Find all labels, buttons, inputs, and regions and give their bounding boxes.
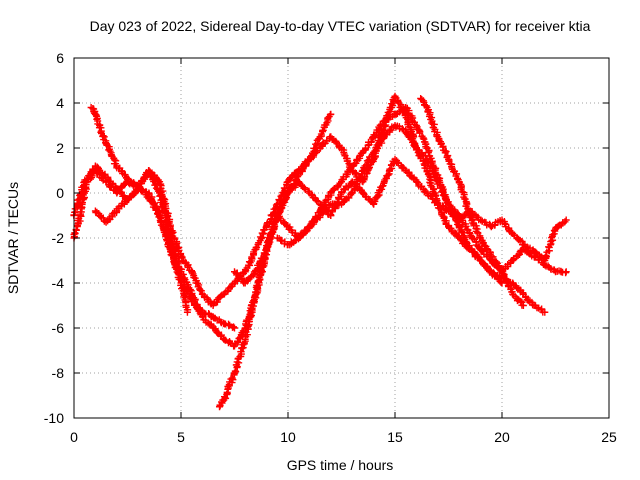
data-point bbox=[441, 195, 449, 203]
series-track-9 bbox=[417, 95, 527, 309]
data-point bbox=[398, 125, 406, 133]
y-tick-label: 4 bbox=[56, 95, 64, 111]
data-point bbox=[412, 122, 420, 129]
data-point bbox=[231, 367, 239, 375]
data-point bbox=[257, 235, 265, 243]
data-point bbox=[562, 268, 570, 276]
data-point bbox=[541, 308, 549, 316]
y-tick-label: -2 bbox=[52, 230, 65, 246]
x-tick-label: 5 bbox=[177, 429, 185, 445]
y-axis-label: SDTVAR / TECUs bbox=[5, 182, 21, 294]
data-point bbox=[517, 297, 525, 305]
data-point bbox=[542, 252, 550, 260]
data-point bbox=[393, 158, 401, 166]
x-tick-label: 0 bbox=[70, 429, 78, 445]
x-tick-label: 15 bbox=[387, 429, 403, 445]
data-point bbox=[462, 238, 470, 246]
x-tick-label: 10 bbox=[280, 429, 296, 445]
data-points bbox=[70, 92, 570, 411]
data-point bbox=[230, 323, 238, 331]
y-tick-label: -6 bbox=[52, 320, 65, 336]
data-point bbox=[386, 127, 394, 135]
y-tick-label: -10 bbox=[44, 410, 64, 426]
chart-title: Day 023 of 2022, Sidereal Day-to-day VTE… bbox=[90, 18, 591, 34]
data-point bbox=[364, 157, 372, 165]
data-point bbox=[327, 110, 335, 118]
data-point bbox=[296, 231, 304, 239]
data-point bbox=[547, 265, 555, 273]
data-point bbox=[183, 308, 191, 316]
data-point bbox=[231, 324, 238, 332]
data-point bbox=[442, 148, 450, 156]
data-point bbox=[477, 216, 485, 224]
grid bbox=[74, 58, 609, 418]
data-point bbox=[313, 197, 321, 205]
data-point bbox=[222, 394, 230, 402]
data-point bbox=[248, 302, 256, 310]
data-point bbox=[83, 176, 91, 184]
y-tick-label: 0 bbox=[56, 185, 64, 201]
y-tick-label: -4 bbox=[52, 275, 65, 291]
x-tick-label: 20 bbox=[494, 429, 510, 445]
data-point bbox=[170, 259, 178, 267]
data-point bbox=[168, 249, 176, 257]
data-point bbox=[519, 302, 527, 309]
data-point bbox=[163, 235, 171, 243]
data-point bbox=[237, 348, 245, 356]
data-point bbox=[261, 250, 269, 258]
data-point bbox=[357, 173, 365, 181]
data-point bbox=[441, 205, 449, 213]
series-track-4 bbox=[91, 184, 192, 316]
data-point bbox=[294, 172, 302, 180]
data-point bbox=[479, 259, 487, 267]
data-point bbox=[241, 266, 249, 274]
data-point bbox=[478, 247, 486, 255]
y-tick-label: -8 bbox=[52, 365, 65, 381]
series-track-1 bbox=[70, 110, 335, 309]
data-point bbox=[99, 214, 107, 222]
series-track-2 bbox=[70, 162, 335, 350]
data-point bbox=[501, 220, 509, 228]
data-point bbox=[549, 231, 557, 239]
data-point bbox=[214, 329, 222, 337]
data-point bbox=[313, 148, 321, 156]
x-tick-label: 25 bbox=[601, 429, 617, 445]
data-point bbox=[278, 236, 286, 244]
data-point bbox=[562, 216, 570, 224]
data-point bbox=[275, 213, 283, 221]
data-point bbox=[371, 147, 379, 155]
data-point bbox=[483, 245, 491, 253]
data-point bbox=[86, 171, 94, 179]
series-track-8 bbox=[327, 155, 570, 264]
data-point bbox=[487, 268, 495, 276]
y-tick-label: 6 bbox=[56, 50, 64, 66]
data-point bbox=[427, 181, 435, 189]
x-axis-label: GPS time / hours bbox=[287, 457, 394, 473]
data-point bbox=[487, 223, 495, 231]
data-point bbox=[192, 303, 200, 311]
data-point bbox=[474, 252, 482, 260]
y-tick-label: 2 bbox=[56, 140, 64, 156]
data-point bbox=[341, 196, 349, 204]
axis-ticks: 0 5 10 15 20 25 -10 -8 -6 -4 -2 0 2 4 6 bbox=[44, 50, 617, 445]
data-point bbox=[129, 180, 137, 188]
data-point bbox=[196, 286, 204, 294]
data-point bbox=[424, 149, 432, 157]
data-point bbox=[427, 115, 435, 123]
data-point bbox=[445, 200, 452, 208]
data-point bbox=[332, 138, 340, 146]
data-point bbox=[514, 251, 522, 259]
